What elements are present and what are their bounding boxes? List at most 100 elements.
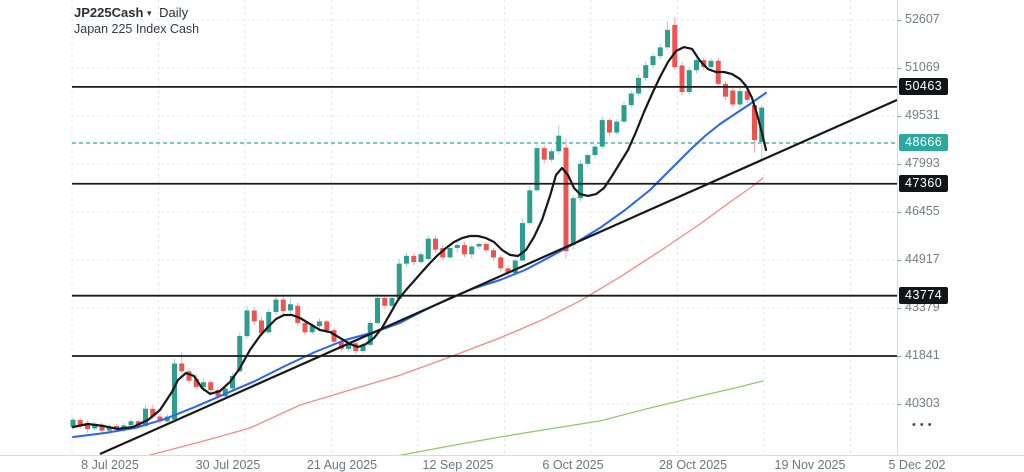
- candle-body: [179, 363, 185, 372]
- date-label: 21 Aug 2025: [306, 458, 378, 472]
- symbol-button[interactable]: JP225Cash: [74, 5, 144, 20]
- chart-legend: JP225Cash ▾ Daily Japan 225 Index Cash: [74, 5, 199, 36]
- chevron-down-icon[interactable]: ▾: [147, 8, 152, 18]
- date-label: 8 Jul 2025: [81, 458, 139, 472]
- price-tick-label: 41841: [905, 347, 940, 362]
- candle-body: [672, 24, 678, 68]
- instrument-name: Japan 225 Index Cash: [74, 22, 200, 36]
- candle-body: [708, 60, 714, 68]
- candle-body: [222, 388, 228, 397]
- candle-body: [375, 297, 380, 323]
- candle-body: [346, 343, 351, 349]
- ma-mid-blue: [72, 91, 767, 438]
- price-tick-label: 44917: [905, 251, 940, 266]
- candle-body: [607, 120, 612, 133]
- candle-body: [491, 250, 496, 258]
- candle-body: [389, 297, 395, 306]
- price-tick-label: 47993: [905, 155, 940, 170]
- candle-body: [483, 243, 489, 251]
- candle-body: [157, 416, 163, 422]
- ma-fast-black: [71, 45, 768, 430]
- candle-body: [657, 47, 663, 57]
- candle-body: [476, 243, 482, 247]
- candle-body: [643, 65, 649, 78]
- candle-body: [520, 223, 525, 261]
- candle-body: [273, 299, 279, 313]
- candle-body: [628, 93, 634, 106]
- price-tick-mark: [897, 403, 901, 405]
- candle-body: [201, 382, 206, 387]
- candle-body: [578, 163, 583, 199]
- candle-body: [324, 321, 330, 331]
- candle-body: [563, 147, 569, 252]
- candle-body: [549, 151, 554, 160]
- candle-body: [541, 148, 547, 160]
- timeframe-label[interactable]: Daily: [159, 5, 189, 20]
- date-label: 12 Sep 2025: [422, 458, 494, 472]
- price-tick-mark: [897, 163, 901, 165]
- candle-body: [599, 120, 605, 147]
- candle-body: [172, 363, 177, 420]
- candle-body: [317, 321, 322, 327]
- candle-body: [208, 382, 214, 391]
- candle-body: [694, 60, 699, 71]
- candle-body: [99, 424, 105, 431]
- candle-body: [512, 260, 518, 274]
- candle-body: [636, 77, 641, 94]
- candle-body: [251, 310, 257, 322]
- price-tick-label: 40303: [905, 395, 940, 410]
- candle-body: [295, 305, 301, 323]
- candle-body: [570, 198, 576, 245]
- price-tick-mark: [897, 67, 901, 69]
- price-tick-mark: [897, 115, 901, 117]
- price-tick-label: 46455: [905, 203, 940, 218]
- candle-body: [650, 56, 656, 66]
- candle-body: [396, 263, 402, 299]
- candle-body: [280, 299, 286, 312]
- ma-slow-red: [149, 177, 764, 456]
- candle-body: [752, 105, 757, 141]
- candle-body: [469, 246, 475, 255]
- candle-body: [454, 244, 460, 249]
- level-price-badge: 43774: [899, 287, 949, 305]
- candle-body: [462, 244, 467, 255]
- candle-body: [411, 255, 417, 263]
- price-tick-label: 51069: [905, 59, 940, 74]
- date-label: 28 Oct 2025: [658, 458, 728, 472]
- candle-body: [128, 421, 134, 426]
- candle-body: [193, 379, 199, 387]
- price-axis[interactable]: ••• 52607 51069 49531 47993 46455 44917 43379 4…: [897, 0, 1024, 455]
- candle-body: [433, 238, 438, 250]
- candle-body: [77, 420, 83, 426]
- candle-body: [585, 155, 591, 164]
- time-axis[interactable]: 8 Jul 2025 30 Jul 2025 21 Aug 2025 12 Sep 2…: [0, 455, 1024, 472]
- candle-body: [505, 268, 511, 274]
- trendline[interactable]: [99, 98, 898, 456]
- price-tick-mark: [897, 211, 901, 213]
- date-label: 30 Jul 2025: [195, 458, 261, 472]
- current-price-badge: 48666: [899, 134, 949, 152]
- level-price-badge: 50463: [899, 78, 949, 96]
- candle-body: [447, 248, 453, 258]
- candle-body: [723, 83, 728, 97]
- candle-body: [106, 426, 112, 431]
- candle-body: [331, 330, 337, 342]
- candle-body: [92, 424, 98, 429]
- price-tick-mark: [897, 20, 901, 21]
- candle-body: [621, 105, 627, 122]
- candle-body: [237, 336, 243, 372]
- candle-body: [686, 70, 692, 92]
- candle-body: [730, 90, 736, 105]
- candle-body: [592, 146, 598, 156]
- candle-body: [338, 341, 344, 349]
- candle-body: [150, 408, 156, 417]
- candle-body: [679, 65, 685, 92]
- candle-body: [614, 121, 620, 133]
- candle-body: [744, 91, 750, 100]
- candle-body: [244, 310, 250, 337]
- price-tick-mark: [897, 355, 901, 357]
- more-options-button[interactable]: •••: [912, 419, 936, 431]
- candle-body: [534, 148, 540, 191]
